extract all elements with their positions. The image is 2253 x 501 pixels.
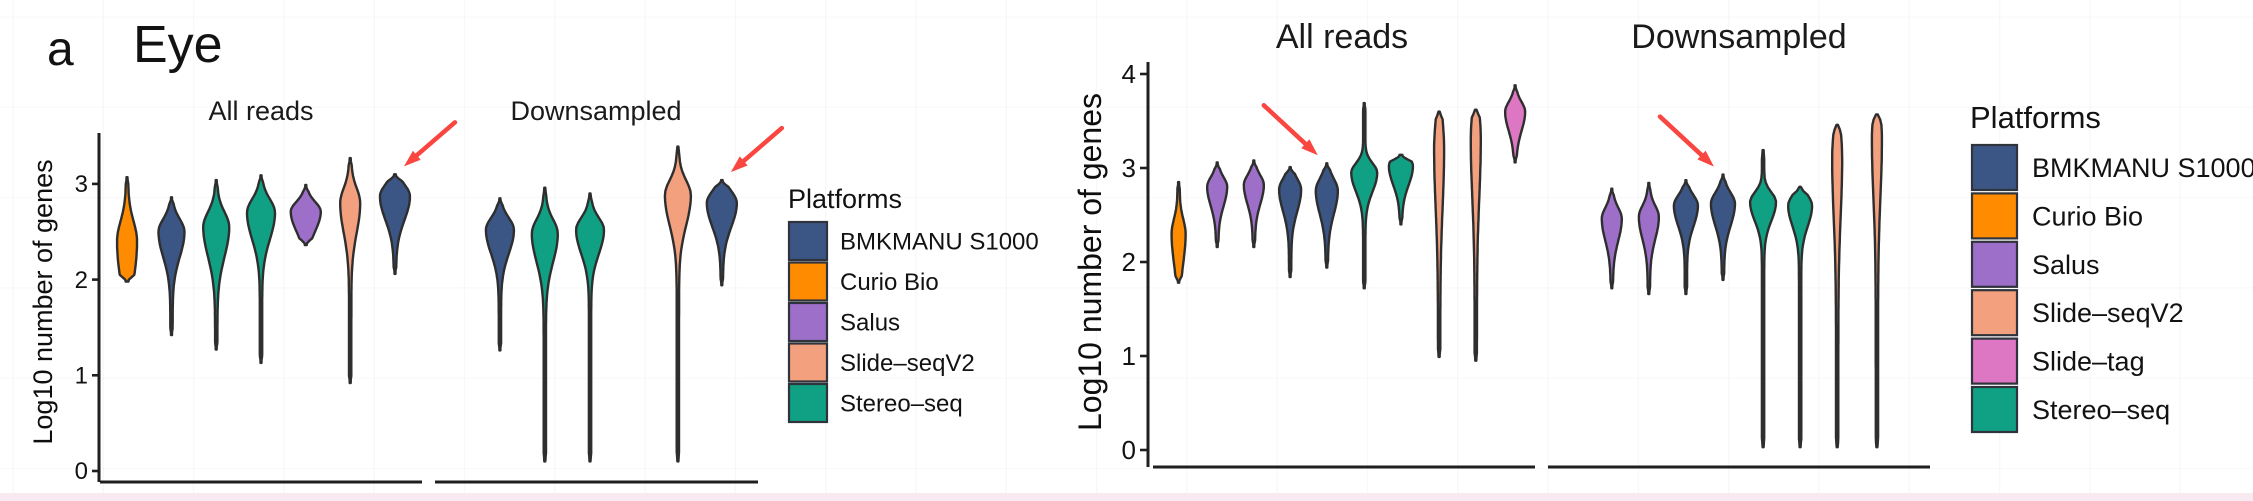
violin-slide-seqv2 bbox=[663, 145, 693, 463]
legend-label: Stereo–seq bbox=[840, 390, 963, 417]
legend-label: Salus bbox=[840, 309, 900, 336]
violin-stereo-seq bbox=[245, 174, 277, 365]
legend-label: Curio Bio bbox=[840, 269, 939, 296]
violin-bmkmanu-s1000 bbox=[1709, 173, 1737, 282]
violin-slide-tag bbox=[1503, 84, 1527, 164]
figure-title: Eye bbox=[133, 16, 223, 74]
y-tick-label: 1 bbox=[1122, 341, 1136, 371]
violin-slide-seqv2 bbox=[1469, 108, 1482, 362]
y-tick-label: 0 bbox=[1122, 435, 1136, 465]
violin-stereo-seq bbox=[1387, 153, 1415, 226]
violin-salus bbox=[1206, 161, 1229, 249]
violin-plot-area: 0 1 2 3 bbox=[75, 120, 785, 485]
subfigure-right: Log10 number of genes All reads Downsamp… bbox=[1072, 18, 2253, 469]
violin-stereo-seq bbox=[574, 192, 606, 463]
violin-stereo-seq bbox=[202, 178, 231, 351]
violin-stereo-seq bbox=[1748, 148, 1778, 449]
legend-swatch-salus bbox=[787, 301, 829, 343]
violin-stereo-seq bbox=[1350, 101, 1379, 290]
y-tick-label: 3 bbox=[75, 171, 88, 198]
platform-legend: BMKMANU S1000 Curio Bio Salus Slide–seqV2 Sl… bbox=[1970, 143, 2253, 434]
legend-swatch-stereo-seq bbox=[787, 382, 829, 424]
violin-bmkmanu-s1000 bbox=[157, 196, 186, 337]
y-tick-label: 1 bbox=[75, 362, 88, 389]
violin-stereo-seq bbox=[530, 186, 559, 463]
y-tick-label: 0 bbox=[75, 458, 88, 485]
legend-label: Slide–tag bbox=[2032, 347, 2145, 377]
legend-swatch-bmkmanu-s1000 bbox=[787, 220, 829, 262]
violin-salus bbox=[1242, 159, 1265, 249]
annotation-arrow-head bbox=[403, 150, 421, 167]
annotation-arrow-head bbox=[730, 156, 748, 173]
subfigure-left: Log10 number of genes All reads Downsamp… bbox=[28, 96, 1039, 485]
y-axis-label: Log10 number of genes bbox=[1072, 93, 1108, 431]
y-axis-label: Log10 number of genes bbox=[28, 159, 58, 444]
annotation-arrow-shaft bbox=[1261, 103, 1310, 149]
platform-legend: BMKMANU S1000 Curio Bio Salus Slide–seqV2 St… bbox=[787, 220, 1039, 424]
violin-salus bbox=[1637, 181, 1660, 296]
violin-curio-bio bbox=[1170, 180, 1187, 284]
y-tick-label: 2 bbox=[75, 267, 88, 294]
violin-plot-area: 0 1 2 3 4 bbox=[1122, 59, 1930, 469]
legend-swatch-bmkmanu-s1000 bbox=[1970, 143, 2019, 192]
legend-label: BMKMANU S1000 bbox=[840, 228, 1039, 255]
legend-swatch-stereo-seq bbox=[1970, 385, 2019, 434]
annotation-arrow-shaft bbox=[412, 120, 458, 160]
legend-swatch-curio-bio bbox=[787, 261, 829, 302]
annotation-arrow-head bbox=[1697, 150, 1714, 167]
legend-label: Slide–seqV2 bbox=[2032, 298, 2184, 328]
violin-slide-seqv2 bbox=[339, 156, 362, 385]
violin-slide-seqv2 bbox=[1432, 110, 1446, 359]
legend-label: Curio Bio bbox=[2032, 201, 2143, 231]
legend-swatch-slide-tag bbox=[1970, 337, 2019, 385]
legend-label: BMKMANU S1000 bbox=[2032, 153, 2253, 183]
panel-label: a bbox=[47, 23, 74, 76]
facet-title-downsampled: Downsampled bbox=[510, 96, 681, 126]
bottom-strip bbox=[0, 493, 2253, 501]
violin-bmkmanu-s1000 bbox=[705, 178, 738, 287]
legend-swatch-salus bbox=[1970, 240, 2019, 288]
violin-curio-bio bbox=[115, 176, 139, 283]
legend-swatch-slide-seqv2 bbox=[787, 342, 829, 383]
violin-stereo-seq bbox=[1787, 185, 1814, 449]
violin-salus bbox=[1600, 187, 1623, 290]
violin-salus bbox=[289, 183, 322, 247]
y-tick-label: 3 bbox=[1122, 153, 1136, 183]
legend-label: Salus bbox=[2032, 250, 2100, 280]
violin-bmkmanu-s1000 bbox=[1314, 162, 1339, 269]
violin-bmkmanu-s1000 bbox=[484, 197, 516, 352]
y-tick-label: 2 bbox=[1122, 247, 1136, 277]
y-tick-label: 4 bbox=[1122, 59, 1136, 89]
legend-title: Platforms bbox=[788, 184, 902, 214]
facet-title-downsampled: Downsampled bbox=[1631, 18, 1846, 56]
facet-title-all-reads: All reads bbox=[1276, 18, 1408, 56]
annotation-arrow-head bbox=[1301, 139, 1318, 156]
annotation-arrow-shaft bbox=[1657, 114, 1706, 160]
legend-swatch-slide-seqv2 bbox=[1970, 289, 2019, 337]
facet-title-all-reads: All reads bbox=[208, 96, 313, 126]
legend-title: Platforms bbox=[1970, 100, 2101, 135]
violin-bmkmanu-s1000 bbox=[1277, 165, 1303, 279]
annotation-arrow-shaft bbox=[739, 125, 785, 166]
violin-slide-seqv2 bbox=[1870, 113, 1884, 449]
legend-swatch-curio-bio bbox=[1970, 192, 2019, 240]
violin-bmkmanu-s1000 bbox=[1672, 179, 1700, 296]
violin-slide-seqv2 bbox=[1831, 123, 1844, 449]
legend-label: Stereo–seq bbox=[2032, 395, 2170, 425]
legend-label: Slide–seqV2 bbox=[840, 350, 975, 377]
violin-bmkmanu-s1000 bbox=[378, 173, 412, 276]
